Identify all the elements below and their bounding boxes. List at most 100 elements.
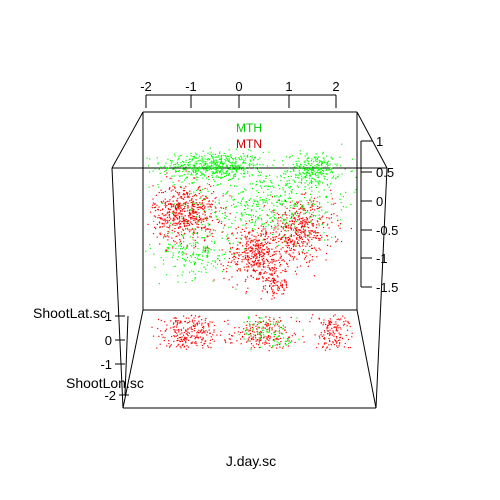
point-mth — [284, 225, 286, 228]
floor-point — [266, 325, 268, 327]
point-mtn — [229, 242, 231, 244]
point-mth — [175, 171, 177, 173]
point-mth — [233, 175, 235, 177]
point-mth — [217, 258, 219, 260]
floor-point — [256, 339, 258, 341]
point-mth — [222, 193, 224, 195]
point-mtn — [287, 242, 289, 244]
point-mth — [315, 184, 317, 186]
point-mth — [250, 164, 252, 166]
point-mtn — [196, 226, 198, 228]
point-mtn — [259, 250, 261, 252]
floor-point — [245, 329, 248, 331]
point-mth — [302, 209, 304, 211]
point-mth — [250, 209, 253, 211]
point-mtn — [253, 268, 255, 270]
floor-point — [334, 314, 336, 316]
point-mth — [213, 163, 215, 165]
point-mth — [207, 222, 209, 224]
point-mth — [300, 173, 302, 175]
point-mth — [217, 168, 220, 170]
point-mtn — [313, 234, 315, 237]
point-mtn — [256, 249, 258, 251]
point-mth — [274, 224, 276, 226]
point-mtn — [231, 247, 234, 249]
point-mth — [231, 195, 233, 197]
point-mth — [165, 251, 167, 253]
point-mth — [327, 201, 329, 203]
point-mtn — [180, 206, 182, 208]
point-mtn — [169, 177, 171, 179]
point-mtn — [309, 206, 311, 209]
point-mth — [244, 235, 247, 237]
point-mth — [180, 164, 182, 166]
point-mtn — [180, 197, 182, 199]
point-mth — [195, 171, 197, 173]
point-mth — [299, 165, 301, 168]
point-mtn — [272, 236, 274, 238]
floor-point — [255, 340, 257, 342]
floor-point — [168, 340, 170, 342]
point-mtn — [188, 224, 191, 226]
point-mth — [178, 175, 180, 177]
point-mtn — [165, 201, 167, 203]
point-mtn — [183, 196, 186, 198]
point-mtn — [201, 205, 203, 208]
point-mth — [269, 180, 272, 182]
point-mtn — [170, 206, 172, 208]
point-mtn — [246, 263, 248, 265]
point-mtn — [194, 215, 196, 218]
point-mtn — [182, 229, 185, 231]
floor-point — [335, 340, 337, 342]
point-mtn — [295, 245, 297, 247]
point-mth — [260, 218, 263, 220]
point-mth — [229, 164, 231, 167]
point-mth — [191, 174, 193, 176]
point-mtn — [234, 261, 236, 263]
point-mth — [182, 160, 184, 163]
point-mth — [174, 153, 176, 155]
point-mtn — [159, 233, 161, 235]
point-mtn — [158, 221, 161, 223]
point-mth — [270, 221, 272, 223]
floor-point — [276, 336, 278, 338]
point-mtn — [210, 216, 212, 218]
point-mtn — [245, 247, 247, 249]
floor-point — [343, 323, 346, 325]
point-mth — [183, 265, 185, 267]
point-mth — [232, 165, 234, 167]
point-mtn — [258, 259, 260, 261]
point-mtn — [269, 285, 271, 287]
floor-point — [263, 337, 265, 339]
point-mtn — [273, 297, 275, 299]
point-mtn — [297, 212, 299, 214]
point-mtn — [179, 205, 181, 207]
floor-point — [249, 324, 251, 326]
floor-point — [174, 329, 176, 331]
point-mtn — [183, 207, 186, 209]
point-mth — [232, 242, 234, 244]
point-mtn — [294, 218, 296, 220]
point-mtn — [174, 212, 176, 214]
point-mth — [293, 224, 295, 226]
point-mth — [192, 232, 194, 234]
point-mth — [240, 157, 243, 159]
floor-point — [250, 343, 253, 345]
point-mtn — [285, 225, 288, 228]
point-mth — [228, 172, 230, 174]
point-mtn — [180, 226, 182, 228]
point-mth — [345, 191, 347, 193]
floor-point — [284, 343, 286, 345]
point-mtn — [173, 213, 175, 215]
point-mtn — [267, 241, 269, 243]
point-mtn — [244, 230, 246, 232]
point-mtn — [172, 211, 174, 213]
point-mth — [318, 182, 320, 185]
point-mth — [166, 274, 168, 276]
point-mtn — [257, 278, 259, 280]
point-mth — [228, 173, 230, 175]
point-mtn — [178, 215, 181, 217]
point-mth — [221, 254, 223, 256]
point-mth — [224, 214, 226, 216]
point-mth — [177, 281, 179, 283]
